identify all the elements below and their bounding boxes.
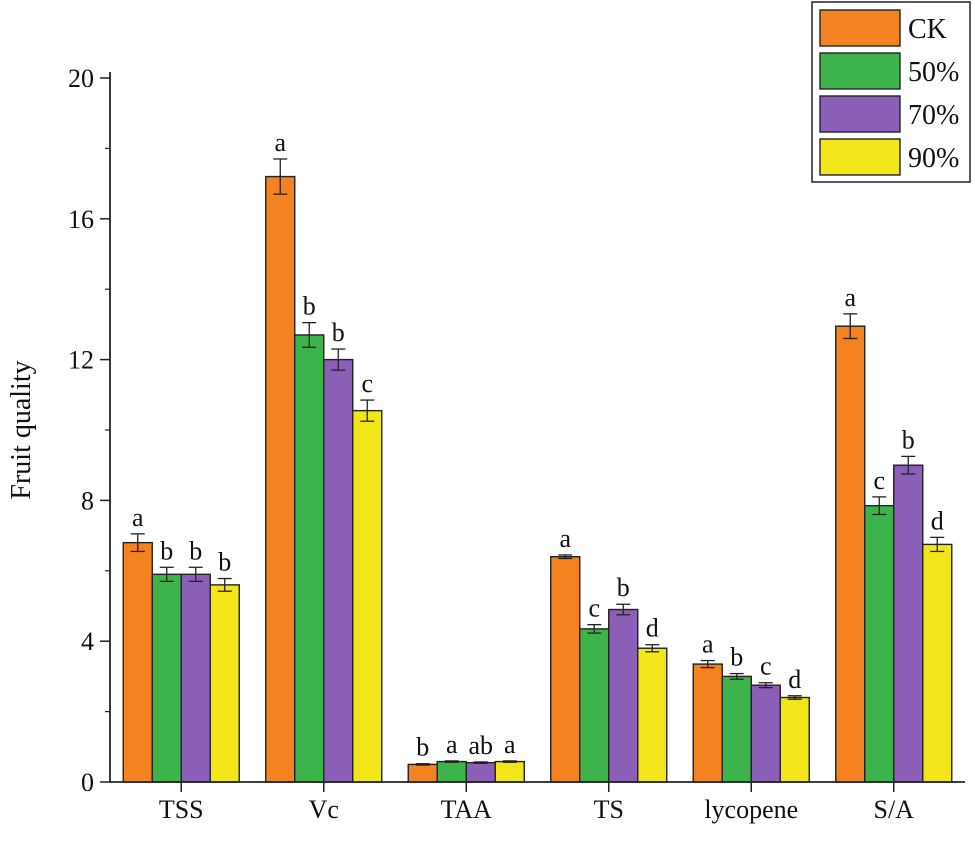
legend-label: 50% bbox=[908, 57, 959, 88]
significance-letter: b bbox=[303, 292, 316, 321]
significance-letter: b bbox=[160, 536, 173, 565]
x-tick-label: lycopene bbox=[704, 795, 798, 824]
bar-CK-TAA bbox=[407, 763, 438, 783]
bar-90pct-TAA bbox=[494, 760, 525, 783]
bar-50pct-lycopene bbox=[721, 675, 752, 783]
x-tick-label: S/A bbox=[874, 795, 915, 824]
significance-letter: c bbox=[760, 652, 772, 681]
significance-letter: d bbox=[788, 665, 801, 694]
significance-letter: a bbox=[274, 128, 286, 157]
significance-letter: a bbox=[446, 730, 458, 759]
y-tick-label: 0 bbox=[81, 768, 94, 797]
bar-70pct-TSS bbox=[180, 573, 211, 783]
y-tick-label: 8 bbox=[81, 486, 94, 515]
bar-90pct-S/A bbox=[922, 543, 953, 783]
significance-letter: b bbox=[332, 318, 345, 347]
legend-label: CK bbox=[908, 14, 947, 45]
legend-swatch-90pct bbox=[819, 138, 901, 176]
bar-90pct-TS bbox=[637, 647, 668, 783]
bar-CK-S/A bbox=[835, 325, 866, 783]
significance-letter: b bbox=[189, 536, 202, 565]
significance-letter: c bbox=[873, 466, 885, 495]
bar-CK-TS bbox=[550, 556, 581, 783]
legend-label: 70% bbox=[908, 100, 959, 131]
axes-layer: TSS Vc TAA TS lycopene S/A 0 4 8 12 16 20 Fruit qual… bbox=[6, 64, 965, 824]
x-tick-label: TSS bbox=[159, 795, 204, 824]
legend-label: 90% bbox=[908, 143, 959, 174]
significance-letter: d bbox=[646, 614, 659, 643]
bar-90pct-lycopene bbox=[779, 696, 810, 783]
bar-CK-TSS bbox=[122, 541, 153, 783]
bar-70pct-S/A bbox=[893, 464, 924, 783]
bar-70pct-lycopene bbox=[750, 684, 781, 783]
significance-letter: b bbox=[416, 733, 429, 762]
bar-CK-Vc bbox=[265, 175, 296, 783]
bar-70pct-TAA bbox=[465, 761, 496, 783]
y-tick-label: 4 bbox=[81, 627, 94, 656]
significance-letter: d bbox=[931, 506, 944, 535]
significance-letter: a bbox=[702, 630, 714, 659]
x-tick-label: Vc bbox=[309, 795, 339, 824]
bar-90pct-Vc bbox=[352, 409, 383, 783]
y-tick-label: 16 bbox=[68, 205, 94, 234]
bar-70pct-TS bbox=[608, 608, 639, 783]
bar-70pct-Vc bbox=[323, 358, 354, 783]
significance-letter: b bbox=[902, 425, 915, 454]
bar-50pct-TS bbox=[579, 628, 610, 783]
bar-50pct-S/A bbox=[864, 504, 895, 783]
significance-letter: c bbox=[361, 369, 373, 398]
legend-swatch-70pct bbox=[819, 95, 901, 133]
y-axis-title: Fruit quality bbox=[6, 360, 37, 499]
significance-letter: ab bbox=[468, 731, 493, 760]
bar-CK-lycopene bbox=[692, 663, 723, 783]
y-tick-label: 12 bbox=[68, 346, 94, 375]
x-tick-label: TS bbox=[594, 795, 624, 824]
legend-swatch-CK bbox=[819, 9, 901, 47]
y-tick-label: 20 bbox=[68, 64, 94, 93]
x-tick-label: TAA bbox=[441, 795, 493, 824]
bar-90pct-TSS bbox=[209, 584, 240, 783]
significance-letter: a bbox=[132, 503, 144, 532]
legend: CK 50% 70% 90% bbox=[811, 1, 971, 183]
legend-swatch-50pct bbox=[819, 52, 901, 90]
significance-letter: b bbox=[218, 548, 231, 577]
bar-50pct-TSS bbox=[151, 573, 182, 783]
bar-50pct-Vc bbox=[294, 334, 325, 783]
significance-letter: a bbox=[504, 730, 516, 759]
significance-letter: b bbox=[730, 643, 743, 672]
significance-letter: b bbox=[617, 573, 630, 602]
significance-letter: a bbox=[844, 283, 856, 312]
bar-50pct-TAA bbox=[436, 760, 467, 783]
significance-letter: c bbox=[588, 594, 600, 623]
significance-letter: a bbox=[559, 524, 571, 553]
